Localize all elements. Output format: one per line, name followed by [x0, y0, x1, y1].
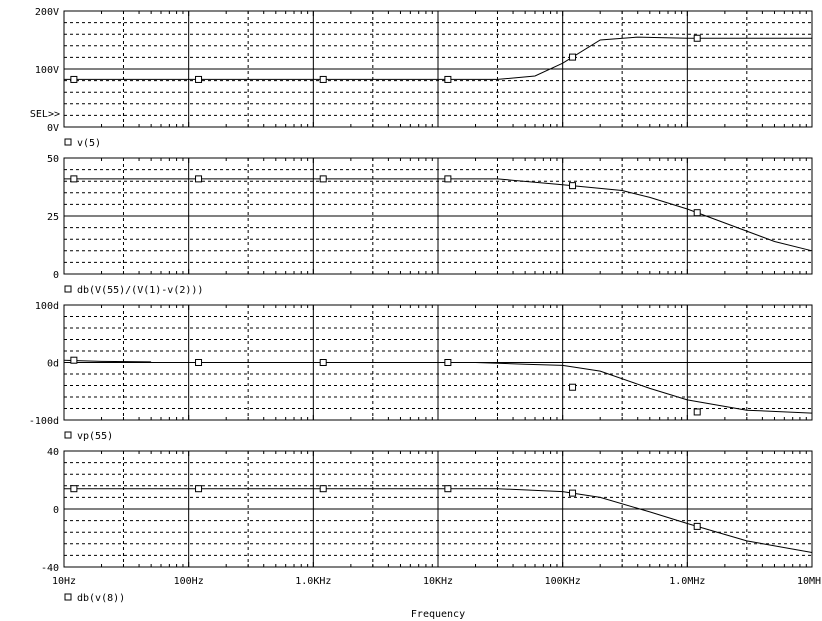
x-tick-label: 10Hz — [52, 576, 76, 587]
y-tick-label: 200V — [35, 7, 59, 18]
series-marker — [693, 408, 701, 416]
series-marker — [569, 383, 577, 391]
series-marker — [569, 182, 577, 190]
y-tick-label: 50 — [47, 154, 59, 165]
legend-label: db(V(55)/(V(1)-v(2))) — [77, 285, 203, 296]
series-marker — [70, 75, 78, 83]
y-tick-label: 100d — [35, 301, 59, 312]
series-marker — [693, 209, 701, 217]
series-line — [475, 362, 813, 414]
legend-label: v(5) — [77, 138, 101, 149]
x-tick-label: 100KHz — [545, 576, 581, 587]
y-tick-label: 25 — [47, 212, 59, 223]
series-line — [64, 488, 813, 553]
plot-panel-3: -100d 0d 100d vp(55) — [29, 301, 813, 442]
series-line — [64, 36, 812, 80]
series-line — [64, 178, 813, 252]
series-marker — [70, 175, 78, 183]
y-tick-label: -40 — [41, 563, 59, 574]
plot-panel-2: 0 25 50 db(V(55)/(V(1)-v(2))) — [47, 154, 813, 296]
series-marker — [195, 359, 203, 366]
series-marker — [444, 175, 452, 183]
x-tick-label: 1.0MHz — [669, 576, 705, 587]
x-tick-label: 100Hz — [174, 576, 204, 587]
series-marker — [693, 522, 701, 530]
series-marker — [195, 175, 203, 183]
series-marker — [444, 485, 452, 493]
y-tick-label: 0 — [53, 505, 59, 516]
plot-panel-4: -40 0 40 db(v(8))10Hz 100Hz 1.0KHz 10KHz 100KHz… — [41, 447, 822, 620]
x-axis-label: Frequency — [411, 609, 465, 620]
x-tick-label: 10MHz — [797, 576, 822, 587]
series-marker — [569, 489, 577, 497]
legend-label: vp(55) — [77, 431, 113, 442]
series-marker — [195, 75, 203, 83]
series-marker — [444, 359, 452, 366]
legend-marker — [64, 138, 72, 146]
x-tick-label: 10KHz — [423, 576, 453, 587]
legend-label: db(v(8)) — [77, 593, 125, 604]
y-tick-label: 0V — [47, 123, 59, 134]
series-marker — [693, 34, 701, 42]
series-marker — [195, 485, 203, 493]
y-tick-label: -100d — [29, 416, 59, 427]
y-tick-label: 0d — [47, 359, 59, 370]
y-tick-label: 40 — [47, 447, 59, 458]
plot-panel-1: 0V 100V 200V SEL>> v(5) — [30, 7, 813, 149]
x-tick-label: 1.0KHz — [295, 576, 331, 587]
series-marker — [319, 75, 327, 83]
sel-annotation: SEL>> — [30, 109, 60, 120]
legend-marker — [64, 431, 72, 439]
series-marker — [70, 356, 78, 364]
series-marker — [70, 485, 78, 493]
series-marker — [319, 485, 327, 493]
y-tick-label: 0 — [53, 270, 59, 281]
legend-marker — [64, 593, 72, 601]
series-marker — [319, 175, 327, 183]
series-marker — [319, 359, 327, 366]
legend-marker — [64, 285, 72, 293]
series-marker — [444, 75, 452, 83]
series-marker — [569, 53, 577, 61]
y-tick-label: 100V — [35, 65, 59, 76]
